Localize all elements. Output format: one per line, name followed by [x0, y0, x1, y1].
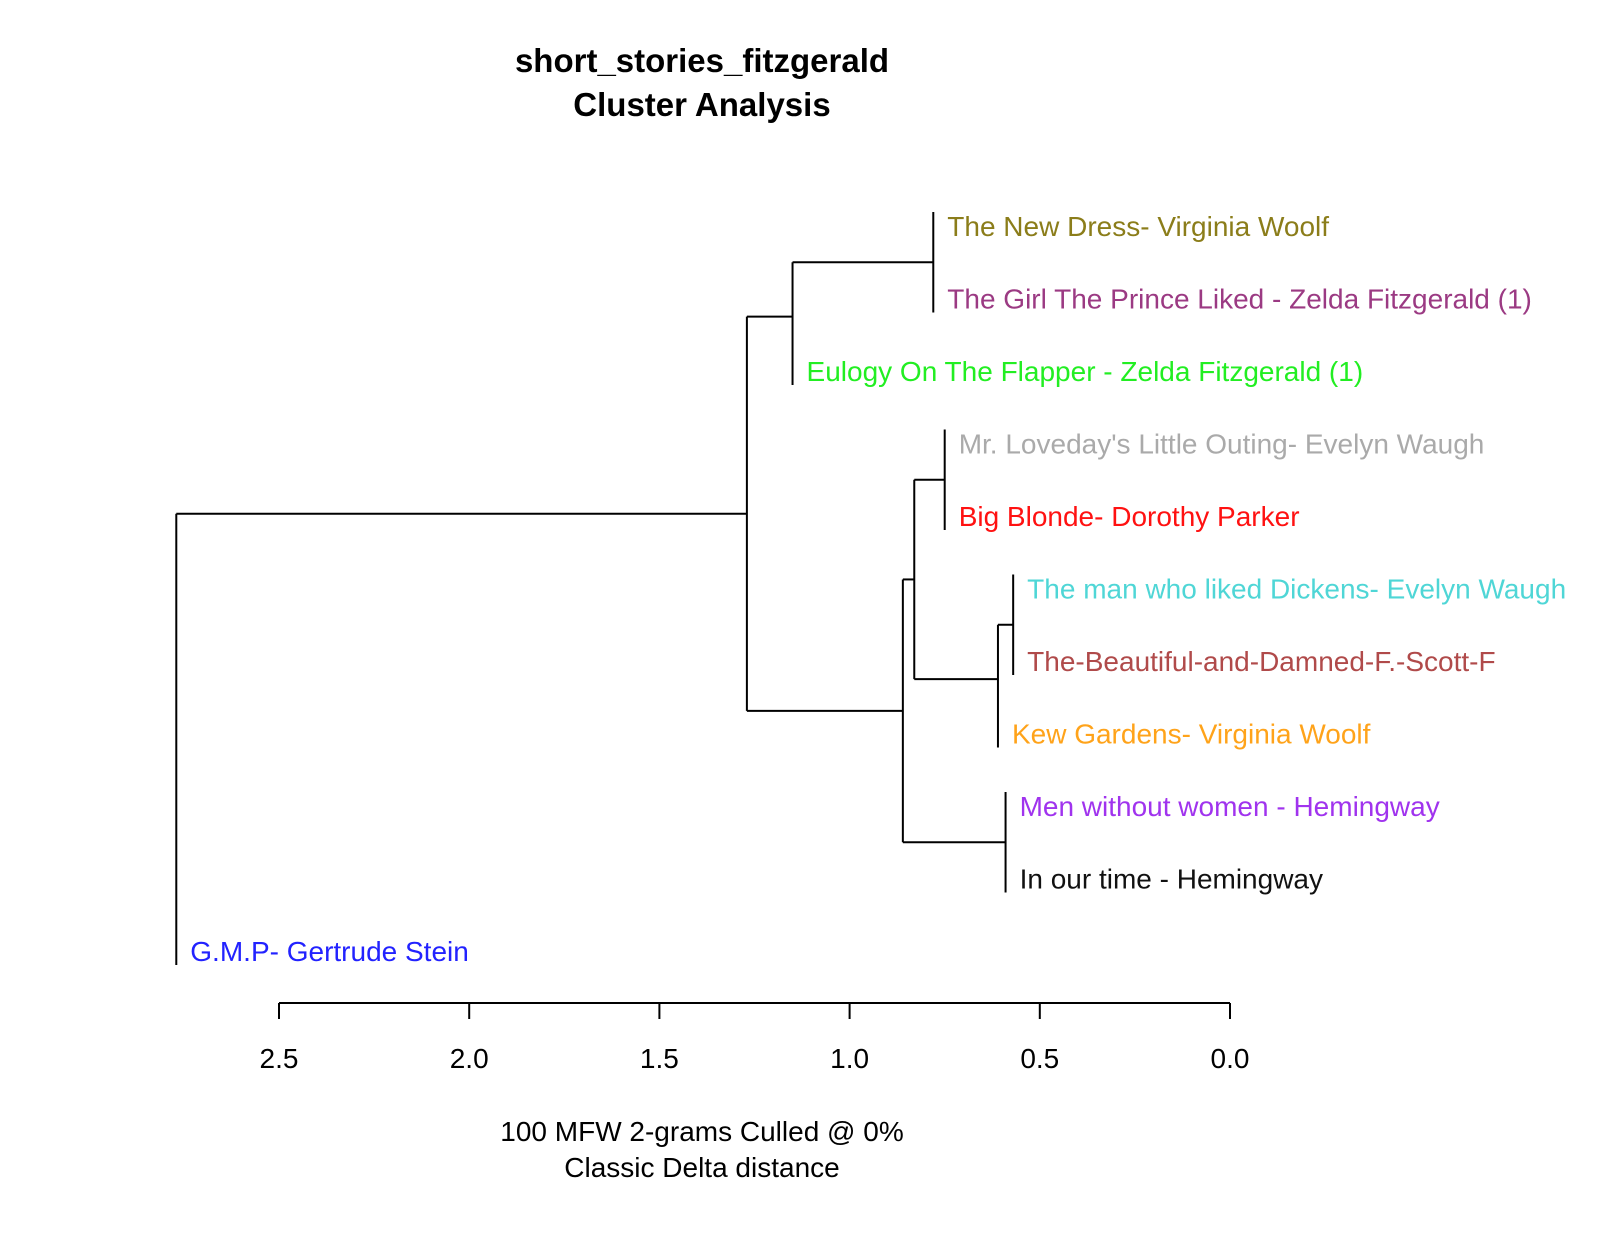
leaf-label-6: The-Beautiful-and-Damned-F.-Scott-F: [1027, 646, 1495, 677]
x-tick-label-5: 0.0: [1211, 1043, 1250, 1074]
dendrogram-branches: [175, 212, 1015, 965]
x-axis: 2.5 2.0 1.5 1.0 0.5 0.0: [260, 1002, 1250, 1074]
x-tick-label-1: 2.0: [450, 1043, 489, 1074]
x-tick-label-4: 0.5: [1020, 1043, 1059, 1074]
leaf-label-3: Mr. Loveday's Little Outing- Evelyn Waug…: [959, 429, 1485, 460]
leaf-label-2: Eulogy On The Flapper - Zelda Fitzgerald…: [807, 356, 1364, 387]
x-tick-label-3: 1.0: [830, 1043, 869, 1074]
leaf-label-1: The Girl The Prince Liked - Zelda Fitzge…: [947, 284, 1532, 315]
leaf-label-7: Kew Gardens- Virginia Woolf: [1012, 719, 1371, 750]
leaf-label-0: The New Dress- Virginia Woolf: [947, 211, 1329, 242]
x-tick-label-2: 1.5: [640, 1043, 679, 1074]
leaf-label-10: G.M.P- Gertrude Stein: [190, 936, 469, 967]
chart-subtitle: Cluster Analysis: [573, 86, 830, 123]
x-axis-label-line-2: Classic Delta distance: [564, 1152, 839, 1183]
leaf-label-4: Big Blonde- Dorothy Parker: [959, 501, 1300, 532]
leaf-label-5: The man who liked Dickens- Evelyn Waugh: [1027, 574, 1566, 605]
leaf-label-9: In our time - Hemingway: [1020, 864, 1323, 895]
chart-title: short_stories_fitzgerald: [515, 42, 889, 79]
leaf-label-8: Men without women - Hemingway: [1020, 791, 1440, 822]
x-tick-label-0: 2.5: [260, 1043, 299, 1074]
leaf-labels: The New Dress- Virginia Woolf The Girl Th…: [190, 211, 1566, 967]
x-axis-label-line-1: 100 MFW 2-grams Culled @ 0%: [500, 1116, 903, 1147]
